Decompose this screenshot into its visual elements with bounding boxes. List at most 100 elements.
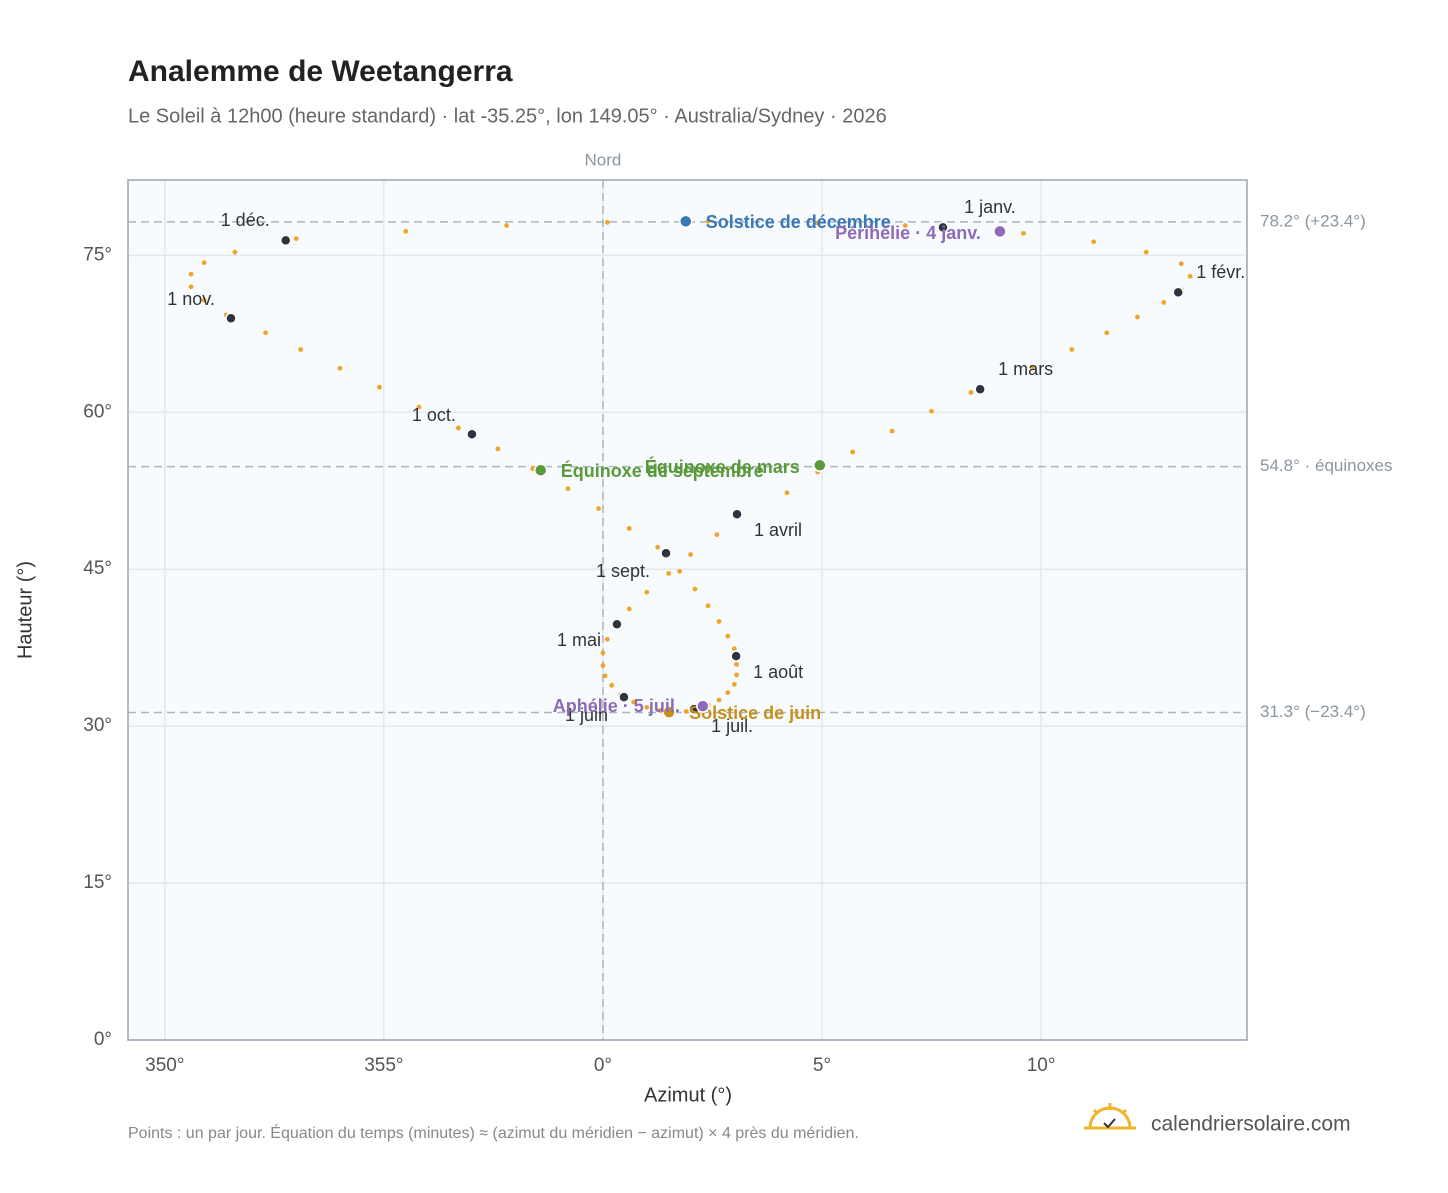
- month-marker: [730, 650, 742, 662]
- month-label: 1 juin: [565, 705, 608, 725]
- day-point: [337, 365, 343, 371]
- x-tick-label: 5°: [813, 1055, 831, 1076]
- x-tick-label: 10°: [1027, 1055, 1056, 1076]
- day-point: [631, 699, 637, 705]
- event-marker: [696, 699, 710, 713]
- month-label: 1 août: [753, 662, 803, 682]
- day-point: [655, 544, 661, 550]
- day-point: [602, 673, 608, 679]
- event-marker: [993, 224, 1007, 239]
- chart-title: Analemme de Weetangerra: [128, 55, 513, 88]
- day-point: [604, 219, 610, 225]
- y-tick-label: 45°: [83, 558, 112, 579]
- reference-label: Nord: [585, 150, 622, 169]
- month-marker: [466, 428, 478, 440]
- plot-area: [128, 180, 1247, 1040]
- event-marker: [662, 705, 676, 719]
- footnote: Points : un par jour. Équation du temps …: [128, 1123, 859, 1142]
- month-label: 1 janv.: [964, 197, 1016, 217]
- month-label: 1 sept.: [596, 561, 650, 581]
- day-point: [688, 552, 693, 557]
- day-point: [683, 709, 689, 714]
- brand: calendriersolaire.com: [1151, 1113, 1351, 1136]
- event-label: Solstice de décembre: [706, 212, 891, 232]
- day-point: [263, 330, 268, 336]
- day-point: [188, 284, 194, 290]
- day-point: [600, 663, 606, 668]
- day-point: [677, 568, 683, 574]
- day-point: [1143, 249, 1149, 255]
- event-label: Aphélie · 5 juil.: [553, 696, 680, 716]
- day-point: [734, 662, 739, 667]
- day-point: [657, 708, 663, 713]
- y-tick-label: 15°: [83, 872, 112, 893]
- day-point: [293, 236, 299, 241]
- day-point: [902, 223, 908, 228]
- x-tick-label: 350°: [145, 1055, 184, 1076]
- day-point: [705, 218, 711, 224]
- month-marker: [731, 508, 743, 521]
- day-point: [692, 586, 698, 592]
- month-label: 1 avril: [754, 520, 802, 540]
- month-marker: [937, 221, 949, 234]
- day-point: [716, 697, 722, 703]
- month-marker: [611, 618, 623, 630]
- day-point: [609, 682, 615, 688]
- month-marker: [1172, 286, 1184, 299]
- day-point: [416, 404, 422, 410]
- reference-label: 78.2° (+23.4°): [1260, 211, 1366, 230]
- day-point: [1187, 273, 1193, 279]
- day-point: [725, 690, 731, 696]
- month-label: 1 nov.: [167, 289, 215, 309]
- month-marker: [279, 234, 292, 247]
- day-point: [731, 681, 737, 687]
- day-point: [232, 249, 238, 255]
- day-point: [644, 704, 650, 710]
- day-point: [734, 672, 739, 678]
- day-point: [504, 223, 509, 228]
- day-point: [784, 490, 790, 496]
- day-point: [596, 506, 601, 511]
- day-point: [716, 619, 722, 624]
- month-label: 1 mai: [557, 630, 601, 650]
- month-label: 1 mars: [998, 359, 1053, 379]
- month-label: 1 juil.: [711, 716, 753, 736]
- day-point: [968, 389, 974, 395]
- day-point: [495, 446, 501, 452]
- day-point: [889, 428, 895, 434]
- event-marker: [813, 458, 827, 473]
- month-marker: [618, 691, 630, 703]
- day-point: [403, 228, 409, 234]
- day-point: [725, 633, 731, 639]
- day-point: [1104, 330, 1110, 336]
- day-point: [455, 425, 461, 431]
- day-point: [1161, 300, 1167, 305]
- day-point: [644, 589, 650, 595]
- month-label: 1 oct.: [412, 405, 456, 425]
- day-point: [298, 347, 304, 352]
- month-marker: [974, 383, 986, 395]
- month-marker: [225, 312, 237, 325]
- month-label: 1 déc.: [221, 210, 270, 230]
- event-marker: [678, 214, 693, 229]
- day-point: [1021, 230, 1026, 236]
- day-point: [666, 570, 672, 576]
- event-marker: [533, 463, 548, 477]
- day-point: [1178, 261, 1184, 267]
- x-tick-label: 355°: [364, 1055, 403, 1076]
- plot-frame: [127, 179, 1248, 1041]
- y-axis-label: Hauteur (°): [14, 561, 36, 659]
- day-point: [201, 297, 207, 303]
- day-point: [626, 606, 632, 612]
- day-point: [731, 646, 737, 652]
- day-point: [1029, 364, 1035, 370]
- day-point: [929, 408, 934, 414]
- day-point: [1069, 347, 1075, 352]
- chart-subtitle: Le Soleil à 12h00 (heure standard) · lat…: [128, 105, 887, 127]
- event-label: Équinoxe de mars: [645, 456, 800, 477]
- day-point: [626, 525, 632, 531]
- day-point: [815, 220, 821, 226]
- day-point: [600, 650, 606, 656]
- event-label: Périhélie · 4 janv.: [835, 223, 981, 243]
